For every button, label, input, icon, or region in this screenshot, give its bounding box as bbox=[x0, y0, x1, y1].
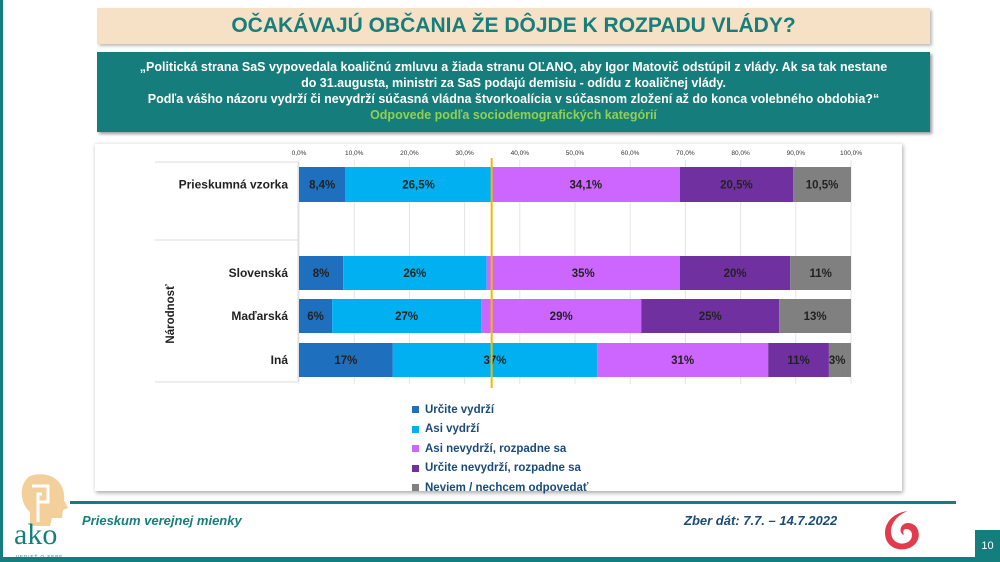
legend-item: Asi vydrží bbox=[412, 420, 588, 440]
legend-swatch bbox=[412, 484, 419, 492]
bar-segment bbox=[491, 167, 680, 202]
x-tick-label: 10,0% bbox=[345, 150, 364, 157]
bar-segment bbox=[679, 256, 791, 290]
data-label: 3% bbox=[829, 355, 846, 367]
bar-segment bbox=[332, 299, 482, 333]
data-label: 20,5% bbox=[720, 180, 753, 192]
x-tick-label: 50,0% bbox=[566, 150, 585, 157]
x-tick-label: 70,0% bbox=[676, 150, 695, 157]
legend-swatch bbox=[412, 406, 419, 414]
bar-segment bbox=[299, 167, 346, 202]
data-label: 29% bbox=[550, 311, 573, 323]
legend-item: Určite vydrží bbox=[412, 400, 588, 420]
data-label: 35% bbox=[572, 268, 595, 280]
svg-text:ako: ako bbox=[14, 518, 57, 551]
question-line: do 31.augusta, ministri za SaS podajú de… bbox=[301, 76, 726, 90]
spiral-logo-icon bbox=[884, 511, 919, 550]
question-box: „Politická strana SaS vypovedala koaličn… bbox=[97, 52, 930, 132]
data-label: 13% bbox=[804, 311, 827, 323]
data-label: 27% bbox=[395, 311, 418, 323]
legend-item: Asi nevydrží, rozpadne sa bbox=[412, 439, 588, 459]
bar-segment bbox=[679, 167, 794, 202]
x-tick-label: 20,0% bbox=[400, 150, 419, 157]
legend-swatch bbox=[412, 445, 419, 453]
bar-segment bbox=[845, 343, 851, 377]
data-label: 26,5% bbox=[402, 180, 435, 192]
data-label: 10,5% bbox=[806, 180, 839, 192]
data-label: 8,4% bbox=[309, 180, 335, 192]
x-tick-label: 90,0% bbox=[787, 150, 806, 157]
footer-date-range: Zber dát: 7.7. – 14.7.2022 bbox=[684, 513, 838, 528]
data-label: 11% bbox=[787, 355, 809, 367]
category-label: Prieskumná vzorka bbox=[179, 178, 289, 192]
data-label: 6% bbox=[307, 311, 324, 323]
legend-item: Určite nevydrží, rozpadne sa bbox=[412, 459, 588, 479]
ako-logo: ako VEDIEŤ O SEBE bbox=[14, 474, 68, 559]
bar-segment bbox=[597, 343, 769, 377]
x-tick-label: 40,0% bbox=[511, 150, 530, 157]
question-line: Podľa vášho názoru vydrží či nevydrží sú… bbox=[147, 92, 880, 106]
data-label: 8% bbox=[313, 268, 330, 280]
bar-segment bbox=[299, 299, 333, 333]
bar-segment bbox=[793, 167, 851, 202]
data-label: 20% bbox=[724, 268, 747, 280]
data-label: 37% bbox=[483, 355, 506, 367]
category-label: Slovenská bbox=[229, 266, 289, 280]
bar-segment bbox=[345, 167, 492, 202]
bar-segment bbox=[343, 256, 487, 290]
data-label: 31% bbox=[671, 355, 694, 367]
question-line: „Politická strana SaS vypovedala koaličn… bbox=[139, 60, 888, 74]
category-label: Maďarská bbox=[231, 309, 288, 323]
bar-segment bbox=[779, 299, 851, 333]
legend-label: Asi nevydrží, rozpadne sa bbox=[425, 442, 567, 455]
bar-segment bbox=[299, 256, 344, 290]
frame-left bbox=[0, 0, 3, 562]
legend-swatch bbox=[412, 464, 419, 472]
data-label: 34,1% bbox=[569, 180, 602, 192]
title-text: OČAKÁVAJÚ OBČANIA ŽE DÔJDE K ROZPADU VLÁ… bbox=[231, 14, 796, 37]
bar-segment bbox=[486, 256, 680, 290]
data-label: 17% bbox=[334, 355, 357, 367]
x-tick-label: 100,0% bbox=[840, 150, 862, 157]
bar-segment bbox=[828, 343, 846, 377]
footer-survey-label: Prieskum verejnej mienky bbox=[82, 513, 242, 528]
data-label: 26% bbox=[403, 268, 426, 280]
page-title: OČAKÁVAJÚ OBČANIA ŽE DÔJDE K ROZPADU VLÁ… bbox=[97, 8, 930, 44]
bar-segment bbox=[392, 343, 598, 377]
frame-bottom bbox=[0, 557, 1000, 562]
x-tick-label: 80,0% bbox=[731, 150, 750, 157]
footer-divider bbox=[70, 501, 956, 504]
legend-item: Neviem / nechcem odpovedať bbox=[412, 478, 588, 498]
legend-label: Neviem / nechcem odpovedať bbox=[425, 481, 589, 494]
data-label: 11% bbox=[809, 268, 831, 280]
bar-segment bbox=[299, 343, 393, 377]
bar-segment bbox=[790, 256, 851, 290]
legend-label: Určite vydrží bbox=[425, 403, 495, 416]
category-label: Iná bbox=[271, 353, 289, 367]
x-tick-label: 60,0% bbox=[621, 150, 640, 157]
svg-text:VEDIEŤ O SEBE: VEDIEŤ O SEBE bbox=[16, 552, 63, 559]
bar-segment bbox=[768, 343, 829, 377]
legend-label: Určite nevydrží, rozpadne sa bbox=[425, 462, 581, 475]
data-label: 25% bbox=[699, 311, 722, 323]
legend-swatch bbox=[412, 425, 419, 433]
page-number: 10 bbox=[975, 530, 1000, 562]
question-subtitle: Odpovede podľa sociodemografických kateg… bbox=[370, 108, 657, 122]
bar-segment bbox=[481, 299, 642, 333]
group-label: Národnosť bbox=[165, 284, 177, 344]
legend-label: Asi vydrží bbox=[425, 423, 480, 436]
x-tick-label: 0,0% bbox=[292, 150, 307, 157]
chart-legend: Určite vydrží Asi vydrží Asi nevydrží, roz… bbox=[412, 400, 588, 498]
x-tick-label: 30,0% bbox=[455, 150, 474, 157]
bar-segment bbox=[641, 299, 780, 333]
